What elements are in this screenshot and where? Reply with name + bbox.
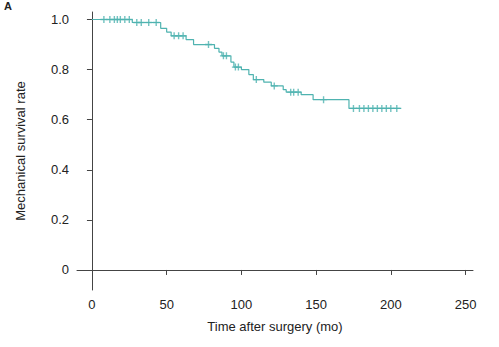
svg-text:50: 50 — [159, 297, 173, 312]
svg-text:250: 250 — [455, 297, 477, 312]
svg-text:150: 150 — [305, 297, 327, 312]
svg-text:A: A — [4, 0, 12, 12]
svg-text:0.6: 0.6 — [51, 112, 69, 127]
svg-text:0: 0 — [88, 297, 95, 312]
svg-text:200: 200 — [380, 297, 402, 312]
svg-text:0.2: 0.2 — [51, 212, 69, 227]
svg-text:100: 100 — [231, 297, 253, 312]
svg-text:Mechanical survival rate: Mechanical survival rate — [13, 81, 28, 220]
svg-text:0: 0 — [62, 262, 69, 277]
svg-text:Time after surgery (mo): Time after surgery (mo) — [207, 319, 342, 334]
svg-text:0.8: 0.8 — [51, 62, 69, 77]
svg-text:1.0: 1.0 — [51, 12, 69, 27]
svg-text:0.4: 0.4 — [51, 162, 69, 177]
